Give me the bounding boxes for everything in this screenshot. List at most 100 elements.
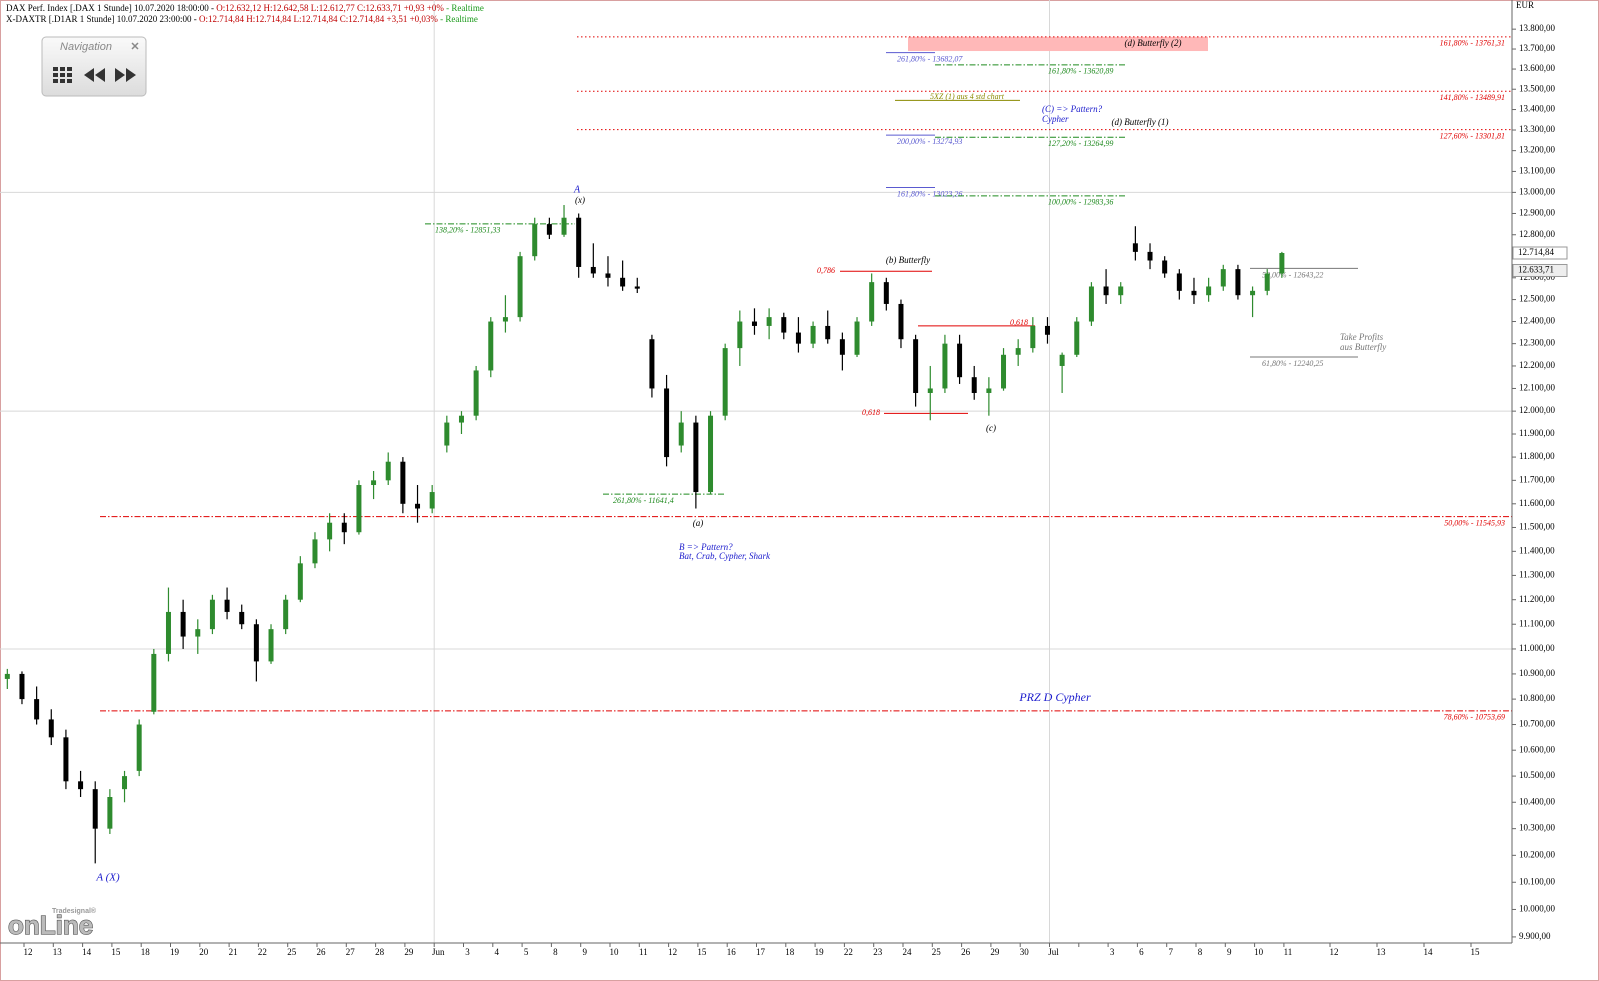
annotation: Cypher xyxy=(1042,114,1069,124)
candle-body xyxy=(1001,354,1007,389)
header-line: X-DAXTR [.D1AR 1 Stunde] 10.07.2020 23:0… xyxy=(6,14,478,24)
x-tick-label: 19 xyxy=(170,947,180,957)
zone xyxy=(908,36,1208,52)
x-tick-label: Jun xyxy=(432,947,445,957)
candle-body xyxy=(971,377,977,393)
x-tick-label: 20 xyxy=(199,947,209,957)
y-tick-label: 11.600,00 xyxy=(1519,498,1555,508)
candle-body xyxy=(327,522,333,540)
y-tick-label: 11.500,00 xyxy=(1519,522,1555,532)
level-label: 200,00% - 13274,93 xyxy=(897,137,962,146)
header-quote: O:12.632,12 H:12.642,58 L:12.612,77 C:12… xyxy=(216,3,444,13)
logo: Tradesignal® onLine xyxy=(7,907,97,941)
x-tick-label: 18 xyxy=(785,947,795,957)
y-tick-label: 12.800,00 xyxy=(1519,229,1556,239)
candle-body xyxy=(283,599,289,630)
y-tick-label: 13.000,00 xyxy=(1519,186,1556,196)
x-tick-label: 10 xyxy=(610,947,620,957)
x-tick-label: 24 xyxy=(903,947,913,957)
y-tick-label: 13.700,00 xyxy=(1519,43,1556,53)
candle-body xyxy=(385,461,391,481)
candle-body xyxy=(107,797,113,829)
x-tick-label: 17 xyxy=(756,947,766,957)
x-tick-label: 15 xyxy=(111,947,121,957)
candle-body xyxy=(78,781,84,790)
candle-body xyxy=(1118,286,1124,296)
candle-body xyxy=(502,317,508,322)
level-label: 50,00% - 11545,93 xyxy=(1444,518,1505,527)
candle-body xyxy=(825,325,831,340)
x-tick-label: 18 xyxy=(141,947,151,957)
y-tick-label: 12.300,00 xyxy=(1519,338,1556,348)
candle-body xyxy=(1074,321,1080,355)
candle-body xyxy=(927,388,933,393)
logo-main: onLine xyxy=(8,910,93,940)
candle-body xyxy=(1264,273,1270,291)
y-tick-label: 10.500,00 xyxy=(1519,770,1556,780)
x-tick-label: 14 xyxy=(1424,947,1434,957)
y-tick-label: 9.900,00 xyxy=(1519,931,1551,941)
candle-body xyxy=(1044,325,1050,335)
price-tag xyxy=(1512,246,1568,260)
level-label: 138,20% - 12851,33 xyxy=(435,226,500,235)
y-tick-label: 10.000,00 xyxy=(1519,904,1556,914)
grid-button[interactable] xyxy=(53,67,72,83)
x-tick-label: 26 xyxy=(317,947,327,957)
annotation: Take Profits xyxy=(1340,332,1384,342)
x-tick-label: 11 xyxy=(1284,947,1293,957)
candle-body xyxy=(532,224,538,257)
annotation: (a) xyxy=(693,518,704,528)
candle-body xyxy=(195,629,201,637)
annotation: Bat, Crab, Cypher, Shark xyxy=(679,551,771,561)
annotation: (x) xyxy=(575,195,585,205)
forward-button[interactable] xyxy=(115,68,136,82)
x-tick-label: 29 xyxy=(404,947,414,957)
close-button[interactable] xyxy=(131,42,139,50)
y-tick-label: 11.200,00 xyxy=(1519,594,1555,604)
x-tick-label: 13 xyxy=(53,947,63,957)
x-tick-label: 10 xyxy=(1254,947,1264,957)
candle-body xyxy=(268,629,274,662)
header-name: DAX Perf. Index [.DAX 1 Stunde] 10.07.20… xyxy=(6,3,214,13)
candle-body xyxy=(839,339,845,355)
candle-body xyxy=(1235,269,1241,296)
y-tick-label: 10.800,00 xyxy=(1519,693,1556,703)
y-tick-label: 12.900,00 xyxy=(1519,208,1556,218)
level-label: 5XZ (1) aus 4 std chart xyxy=(930,92,1005,101)
y-tick-label: 13.300,00 xyxy=(1519,124,1556,134)
x-tick-label: 26 xyxy=(961,947,971,957)
back-button[interactable] xyxy=(84,68,105,82)
candle-body xyxy=(312,539,318,564)
x-tick-label: 12 xyxy=(668,947,677,957)
annotation: (d) Butterfly (1) xyxy=(1112,117,1169,127)
y-tick-label: 11.000,00 xyxy=(1519,643,1555,653)
candle-body xyxy=(649,339,655,389)
y-tick-label: 10.100,00 xyxy=(1519,876,1556,886)
x-tick-label: 27 xyxy=(346,947,356,957)
x-tick-label: 6 xyxy=(1139,947,1144,957)
x-tick-label: 3 xyxy=(1110,947,1115,957)
candle-body xyxy=(165,611,171,654)
y-tick-label: 11.400,00 xyxy=(1519,545,1555,555)
annotation: PRZ D Cypher xyxy=(1018,690,1091,704)
candle-body xyxy=(341,522,347,533)
candle-body xyxy=(854,321,860,355)
level-label: 0,618 xyxy=(1010,318,1028,327)
candle-body xyxy=(678,422,684,446)
candle-body xyxy=(1030,325,1036,349)
candle-body xyxy=(63,737,69,782)
x-tick-label: 30 xyxy=(1020,947,1030,957)
x-tick-label: 9 xyxy=(1227,947,1232,957)
x-tick-label: 28 xyxy=(375,947,385,957)
x-tick-label: 8 xyxy=(1198,947,1203,957)
x-tick-label: 11 xyxy=(639,947,648,957)
candle-body xyxy=(1132,243,1138,252)
y-tick-label: 13.800,00 xyxy=(1519,23,1556,33)
x-tick-label: 15 xyxy=(1471,947,1481,957)
candle-body xyxy=(136,724,142,771)
x-tick-label: 19 xyxy=(815,947,825,957)
level-label: 141,80% - 13489,91 xyxy=(1440,93,1505,102)
candle-body xyxy=(1176,273,1182,291)
candle-body xyxy=(664,388,670,458)
